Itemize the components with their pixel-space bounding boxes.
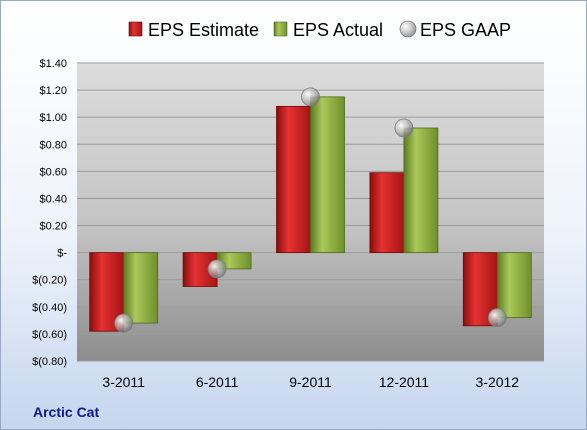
y-tick-label: $0.20	[39, 221, 67, 233]
x-tick-label: 12-2011	[379, 374, 430, 390]
y-tick-label: $(0.60)	[32, 329, 67, 341]
y-tick-label: $0.80	[39, 139, 67, 151]
y-tick-label: $1.00	[39, 112, 67, 124]
x-tick-label: 3-2012	[476, 374, 520, 390]
bar-eps-actual	[403, 127, 439, 254]
company-label: Arctic Cat	[33, 404, 99, 420]
y-tick-label: $(0.20)	[32, 275, 67, 287]
bar-eps-actual	[496, 252, 532, 319]
marker-eps-gaap	[394, 118, 414, 138]
y-tick-label: $1.40	[39, 58, 67, 70]
y-tick-label: $0.40	[39, 193, 67, 205]
legend-eps-estimate-swatch	[128, 21, 143, 37]
legend-label: EPS Estimate	[148, 20, 259, 40]
legend-label: EPS Actual	[293, 20, 383, 40]
x-tick-label: 9-2011	[289, 374, 332, 390]
marker-eps-gaap	[114, 313, 134, 333]
legend-eps-gaap-swatch	[399, 20, 417, 38]
y-tick-label: $(0.80)	[32, 356, 67, 368]
x-tick-label: 3-2011	[102, 374, 145, 390]
y-tick-label: $(0.40)	[32, 302, 67, 314]
marker-eps-gaap	[301, 87, 320, 107]
marker-eps-gaap	[207, 259, 227, 279]
legend-eps-actual-swatch	[273, 21, 288, 37]
x-tick-label: 6-2011	[196, 374, 239, 390]
y-tick-label: $0.60	[39, 166, 67, 178]
marker-eps-gaap	[487, 308, 507, 328]
legend-label: EPS GAAP	[420, 20, 511, 40]
bar-eps-actual	[310, 96, 345, 254]
bar-eps-estimate	[276, 105, 311, 254]
bar-eps-estimate	[369, 172, 405, 254]
y-tick-label: $-	[57, 248, 67, 260]
bar-eps-actual	[123, 252, 159, 324]
y-tick-label: $1.20	[39, 85, 67, 97]
